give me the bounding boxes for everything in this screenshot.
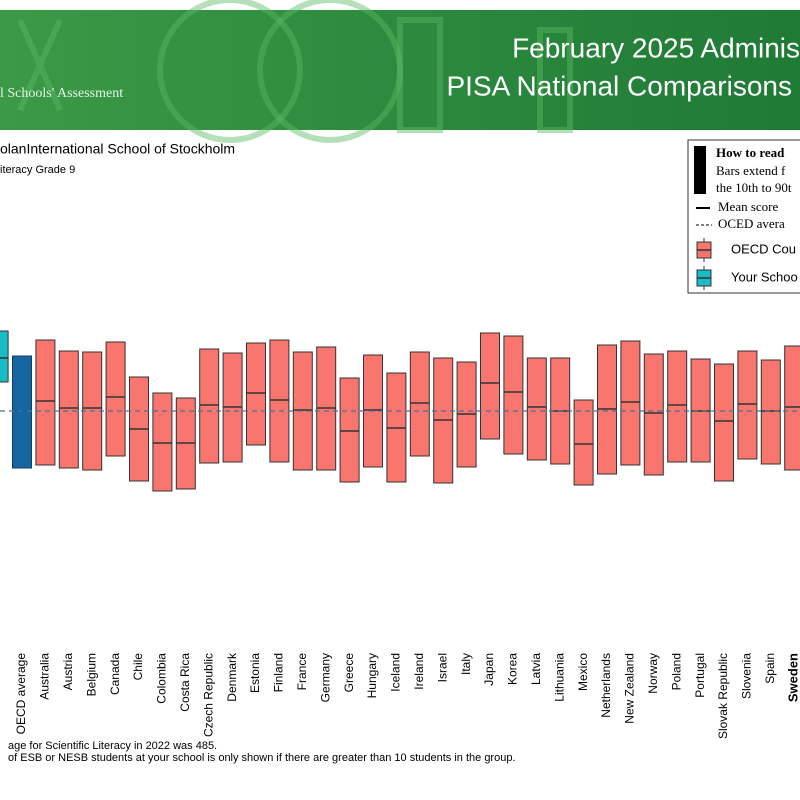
range-bar — [58, 350, 79, 469]
x-tick-label: Ireland — [412, 653, 426, 690]
x-tick-label: Netherlands — [599, 653, 613, 718]
footnote: of ESB or NESB students at your school i… — [8, 752, 516, 764]
x-tick-label: Germany — [318, 653, 332, 702]
header-subtitle: PISA National Comparisons — [446, 70, 792, 101]
x-tick-label: Mexico — [576, 653, 590, 691]
x-tick-label: Portugal — [693, 653, 707, 698]
legend-heading: How to read — [716, 145, 785, 160]
x-tick-label: Finland — [272, 653, 286, 692]
x-tick-label: Greece — [342, 653, 356, 693]
x-tick-label: Sweden — [786, 653, 800, 702]
x-tick-label: Colombia — [155, 653, 169, 704]
legend-label: OECD Cou — [731, 241, 796, 256]
range-bar — [620, 340, 641, 466]
x-tick-label: OECD average — [14, 653, 28, 735]
range-bar — [480, 332, 500, 440]
range-bar — [12, 355, 32, 469]
range-bar — [105, 341, 126, 457]
range-bar — [737, 350, 758, 460]
range-bar — [409, 351, 430, 457]
x-tick-label: Estonia — [248, 653, 262, 693]
chart-subtitle: iteracy Grade 9 — [0, 164, 75, 176]
x-tick-label: Poland — [669, 653, 683, 690]
x-tick-label: Slovak Republic — [716, 653, 730, 739]
range-bar — [35, 339, 56, 466]
x-tick-label: Czech Republic — [201, 653, 215, 737]
header-title: February 2025 Adminis — [512, 32, 800, 63]
x-tick-label: Israel — [435, 653, 449, 682]
range-bar — [246, 342, 266, 446]
x-tick-label: Italy — [459, 653, 473, 675]
x-tick-label: Japan — [482, 653, 496, 686]
x-tick-label: Costa Rica — [178, 653, 192, 712]
x-tick-label: Iceland — [389, 653, 403, 692]
banner — [0, 10, 800, 130]
chart-title: olanInternational School of Stockholm — [0, 141, 235, 157]
range-bar — [667, 350, 688, 463]
banner-pattern — [17, 0, 573, 143]
range-bar — [269, 339, 290, 463]
x-tick-label: Belgium — [84, 653, 98, 696]
legend: How to read Bars extend f the 10th to 90… — [687, 139, 800, 294]
range-bar — [784, 345, 800, 471]
brand: l Schools' Assessment — [0, 86, 123, 101]
x-tick-label: Norway — [646, 653, 660, 694]
legend-text: OCED avera — [718, 216, 785, 231]
legend-label: Your Schoo — [731, 269, 798, 284]
footnote: age for Scientific Literacy in 2022 was … — [8, 740, 217, 752]
range-bar — [760, 359, 781, 465]
x-tick-label: Chile — [131, 653, 145, 681]
x-tick-label: Lithuania — [552, 653, 566, 702]
range-bar — [292, 351, 313, 471]
x-tick-label: Latvia — [529, 653, 543, 685]
legend-text: the 10th to 90t — [716, 180, 792, 195]
x-tick-label: Denmark — [225, 652, 239, 702]
legend-bar-icon — [694, 146, 706, 194]
x-tick-label: Hungary — [365, 653, 379, 698]
range-bar — [714, 363, 734, 482]
range-bar — [152, 392, 173, 492]
range-bar — [339, 377, 360, 483]
legend-text: Bars extend f — [716, 163, 786, 178]
x-tick-label: Korea — [506, 653, 520, 685]
x-tick-label: Canada — [108, 653, 122, 695]
x-tick-label: Spain — [763, 653, 777, 684]
range-bar — [0, 330, 9, 383]
range-bar — [573, 399, 594, 486]
x-tick-label: France — [295, 653, 309, 691]
legend-text: Mean score — [718, 199, 779, 214]
range-bar — [503, 335, 524, 455]
x-tick-label: Austria — [61, 653, 75, 691]
legend-box — [687, 139, 800, 294]
range-bar — [643, 353, 664, 476]
x-tick-label: New Zealand — [623, 653, 637, 724]
range-bar — [526, 357, 547, 461]
x-tick-label: Australia — [38, 653, 52, 700]
range-bar — [199, 348, 220, 464]
x-tick-label: Slovenia — [740, 653, 754, 699]
